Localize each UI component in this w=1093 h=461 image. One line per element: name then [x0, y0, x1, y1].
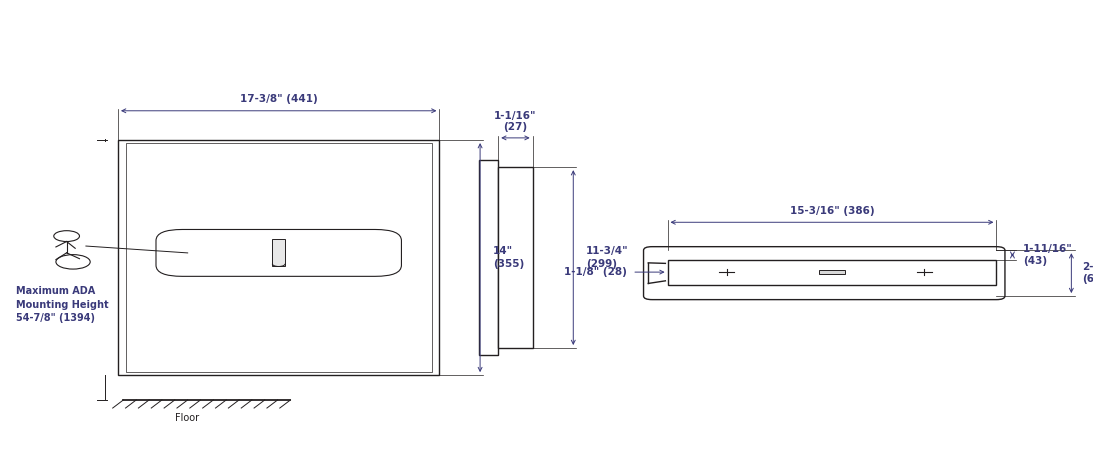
Text: 2-7/16"
(62): 2-7/16" (62): [1082, 262, 1093, 284]
Bar: [498, 167, 532, 348]
FancyBboxPatch shape: [156, 230, 401, 276]
Bar: [819, 270, 845, 274]
Bar: [272, 239, 285, 266]
Bar: [118, 140, 439, 375]
Bar: [126, 143, 432, 372]
Bar: [668, 260, 997, 284]
Text: 17-3/8" (441): 17-3/8" (441): [239, 95, 318, 105]
Text: Floor: Floor: [175, 414, 199, 424]
Text: 1-11/16"
(43): 1-11/16" (43): [1023, 244, 1073, 266]
Text: 1-1/16"
(27): 1-1/16" (27): [494, 111, 537, 132]
Text: 15-3/16" (386): 15-3/16" (386): [789, 207, 874, 216]
Text: 11-3/4"
(299): 11-3/4" (299): [586, 247, 628, 269]
Bar: [479, 160, 498, 355]
Text: Maximum ADA
Mounting Height
54-7/8" (1394): Maximum ADA Mounting Height 54-7/8" (139…: [16, 286, 109, 323]
Text: 1-1/8" (28): 1-1/8" (28): [564, 267, 626, 277]
Text: 14"
(355): 14" (355): [493, 247, 525, 269]
